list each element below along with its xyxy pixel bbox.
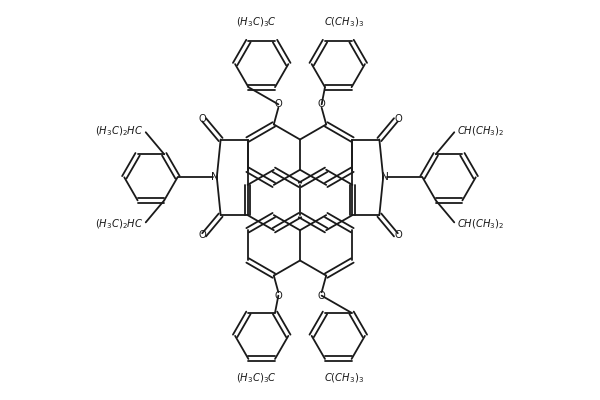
Text: $CH(CH_3)_2$: $CH(CH_3)_2$ bbox=[457, 124, 505, 138]
Text: O: O bbox=[274, 99, 282, 109]
Text: $C(CH_3)_3$: $C(CH_3)_3$ bbox=[324, 15, 364, 28]
Text: O: O bbox=[274, 291, 282, 301]
Text: $(H_3C)_3C$: $(H_3C)_3C$ bbox=[236, 372, 277, 385]
Text: O: O bbox=[318, 291, 326, 301]
Text: $(H_3C)_2HC$: $(H_3C)_2HC$ bbox=[95, 217, 143, 230]
Text: $C(CH_3)_3$: $C(CH_3)_3$ bbox=[324, 372, 364, 385]
Text: $(H_3C)_2HC$: $(H_3C)_2HC$ bbox=[95, 124, 143, 138]
Text: O: O bbox=[198, 114, 206, 124]
Text: O: O bbox=[394, 230, 402, 240]
Text: $CH(CH_3)_2$: $CH(CH_3)_2$ bbox=[457, 217, 505, 230]
Text: O: O bbox=[198, 230, 206, 240]
Text: O: O bbox=[394, 114, 402, 124]
Text: N: N bbox=[381, 172, 389, 182]
Text: N: N bbox=[211, 172, 219, 182]
Text: O: O bbox=[318, 99, 326, 109]
Text: $(H_3C)_3C$: $(H_3C)_3C$ bbox=[236, 15, 277, 28]
